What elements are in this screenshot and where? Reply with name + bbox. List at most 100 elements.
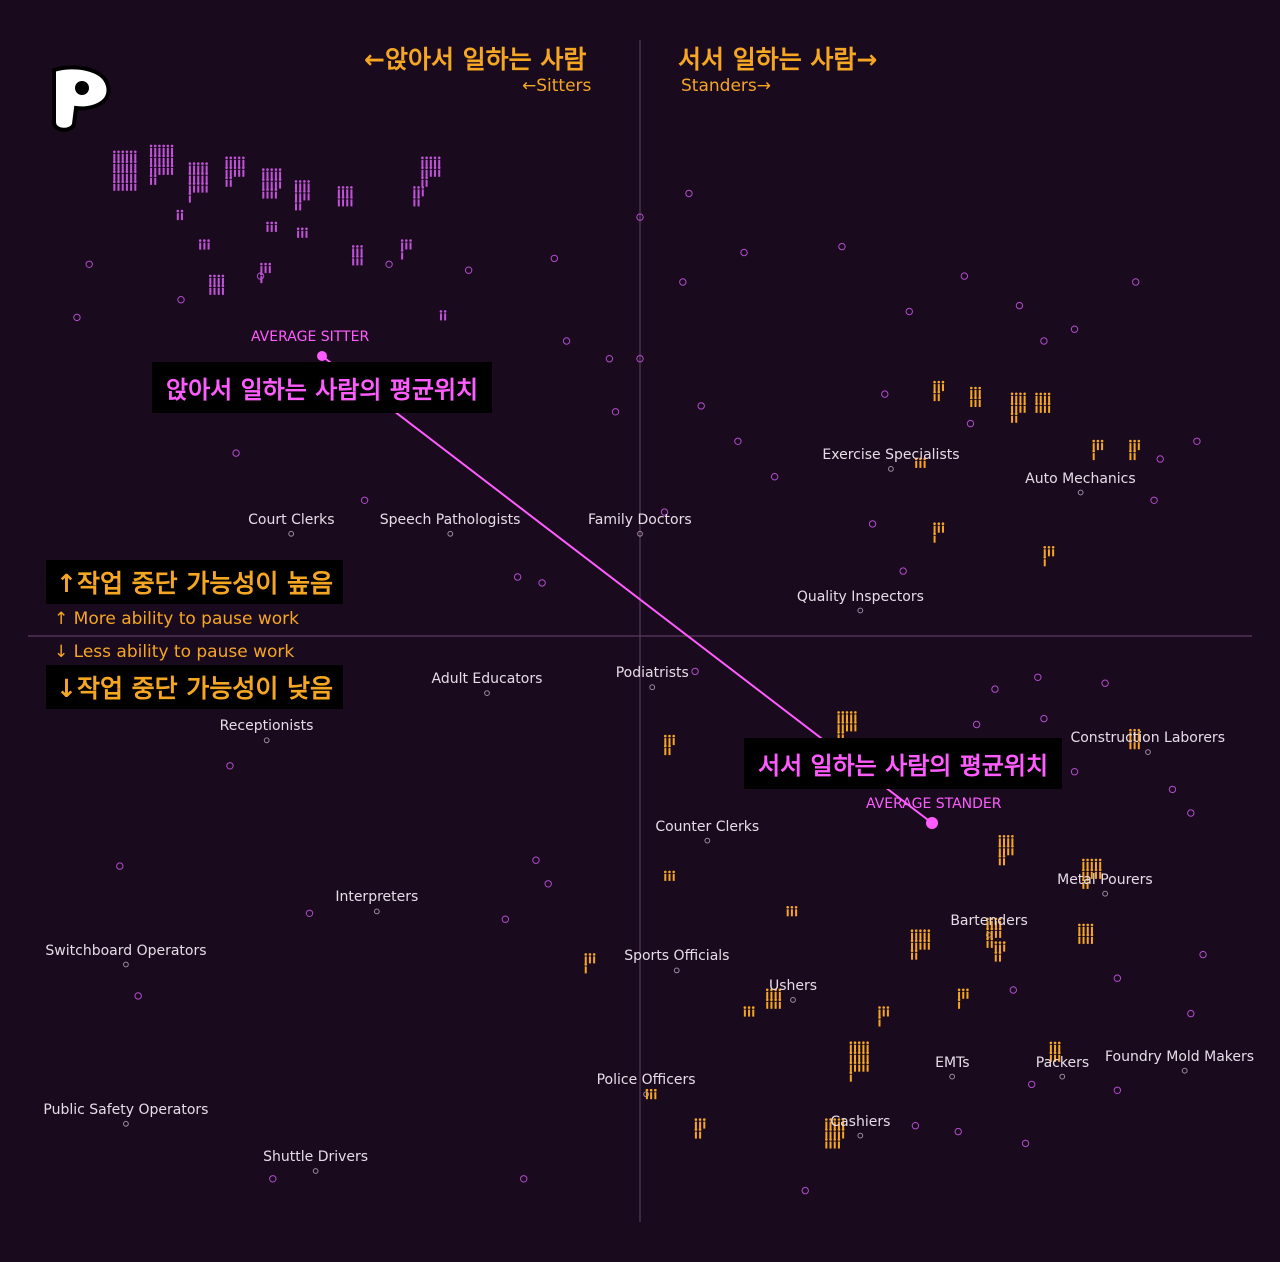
worker-head-mark [121,160,125,164]
worker-body-mark [842,1121,845,1129]
worker-head-mark [437,166,441,170]
worker-body-mark [444,313,447,321]
worker-body-mark [1090,861,1093,869]
worker-head-mark [1023,392,1026,396]
worker-body-mark [413,189,416,197]
worker-head-mark [645,1088,649,1092]
worker-body-mark [866,1064,869,1072]
worker-body-mark [1082,861,1085,869]
scatter-point [1150,496,1158,504]
worker-body-mark [837,1131,840,1139]
worker-body-mark [295,183,297,191]
worker-body-mark [849,1064,852,1072]
worker-body-mark [766,991,769,999]
worker-head-mark [998,951,1002,954]
occupation-point [484,690,490,696]
worker-head-mark [765,988,769,992]
worker-head-mark [933,390,936,394]
worker-head-mark [862,1041,865,1044]
worker-body-mark [125,183,128,191]
worker-head-mark [162,144,165,148]
worker-head-mark [356,245,359,248]
worker-body-mark [188,165,191,173]
worker-head-mark [866,1041,869,1044]
sitter-cluster [351,245,363,266]
worker-body-mark [1015,405,1018,413]
worker-head-mark [1006,835,1010,838]
worker-head-mark [914,929,918,932]
occupation-label: Adult Educators [431,671,543,688]
worker-head-mark [121,180,125,184]
scatter-point [636,355,644,363]
worker-body-mark [121,153,124,161]
worker-body-mark [845,714,848,722]
worker-head-mark [1090,923,1094,927]
scatter-point [868,520,877,528]
scatter-point [1015,301,1024,310]
worker-head-mark [409,239,412,242]
worker-body-mark [825,1121,828,1129]
worker-head-mark [1047,402,1051,406]
worker-body-mark [962,991,965,999]
worker-head-mark [425,176,428,180]
worker-head-mark [149,144,153,148]
sitter-cluster [260,262,272,284]
worker-head-mark [862,1061,865,1064]
worker-body-mark [841,734,844,742]
worker-body-mark [295,193,297,201]
sitter-cluster [266,221,278,232]
sitters-subtitle: ←Sitters [522,76,592,96]
worker-body-mark [699,1121,702,1129]
scatter-point [544,880,552,888]
worker-head-mark [933,522,936,525]
stander-cluster [933,380,945,402]
worker-head-mark [209,274,212,278]
worker-head-mark [113,150,116,154]
worker-head-mark [672,734,675,738]
worker-body-mark [974,400,977,407]
worker-body-mark [994,944,997,952]
worker-head-mark [205,182,208,185]
worker-body-mark [845,724,848,732]
worker-head-mark [274,168,278,171]
worker-head-mark [1086,858,1089,862]
worker-head-mark [1086,868,1089,872]
worker-head-mark [588,953,592,956]
scatter-point [1034,673,1042,681]
worker-body-mark [829,1121,832,1129]
worker-body-mark [1137,732,1140,740]
stander-cluster [645,1088,657,1100]
worker-body-mark [911,942,914,950]
worker-head-mark [413,186,416,189]
worker-head-mark [1137,738,1141,742]
worker-head-mark [417,196,420,199]
worker-head-mark [274,178,278,181]
worker-head-mark [927,929,931,932]
worker-head-mark [1043,402,1047,406]
worker-head-mark [405,239,408,242]
worker-head-mark [978,386,981,390]
worker-body-mark [337,199,340,207]
worker-body-mark [966,991,969,999]
worker-body-mark [1019,395,1022,403]
standers-title: 서서 일하는 사람→ [678,45,878,74]
sitter-cluster [421,156,441,187]
worker-body-mark [933,394,936,402]
worker-body-mark [405,242,408,250]
worker-body-mark [1129,453,1132,461]
worker-head-mark [1057,1051,1061,1055]
scatter-point [605,355,614,363]
scatter-point [73,313,81,322]
worker-body-mark [664,873,667,881]
worker-head-mark [833,1128,837,1131]
occupation-label: Quality Inspectors [796,588,924,605]
occupation-point [888,466,894,472]
worker-head-mark [113,160,116,164]
stander-cluster [994,941,1006,962]
worker-head-mark [698,1128,702,1131]
worker-head-mark [221,274,225,278]
scatter-point [679,278,687,286]
worker-body-mark [201,185,204,193]
worker-body-mark [858,1054,861,1062]
worker-head-mark [233,166,237,170]
